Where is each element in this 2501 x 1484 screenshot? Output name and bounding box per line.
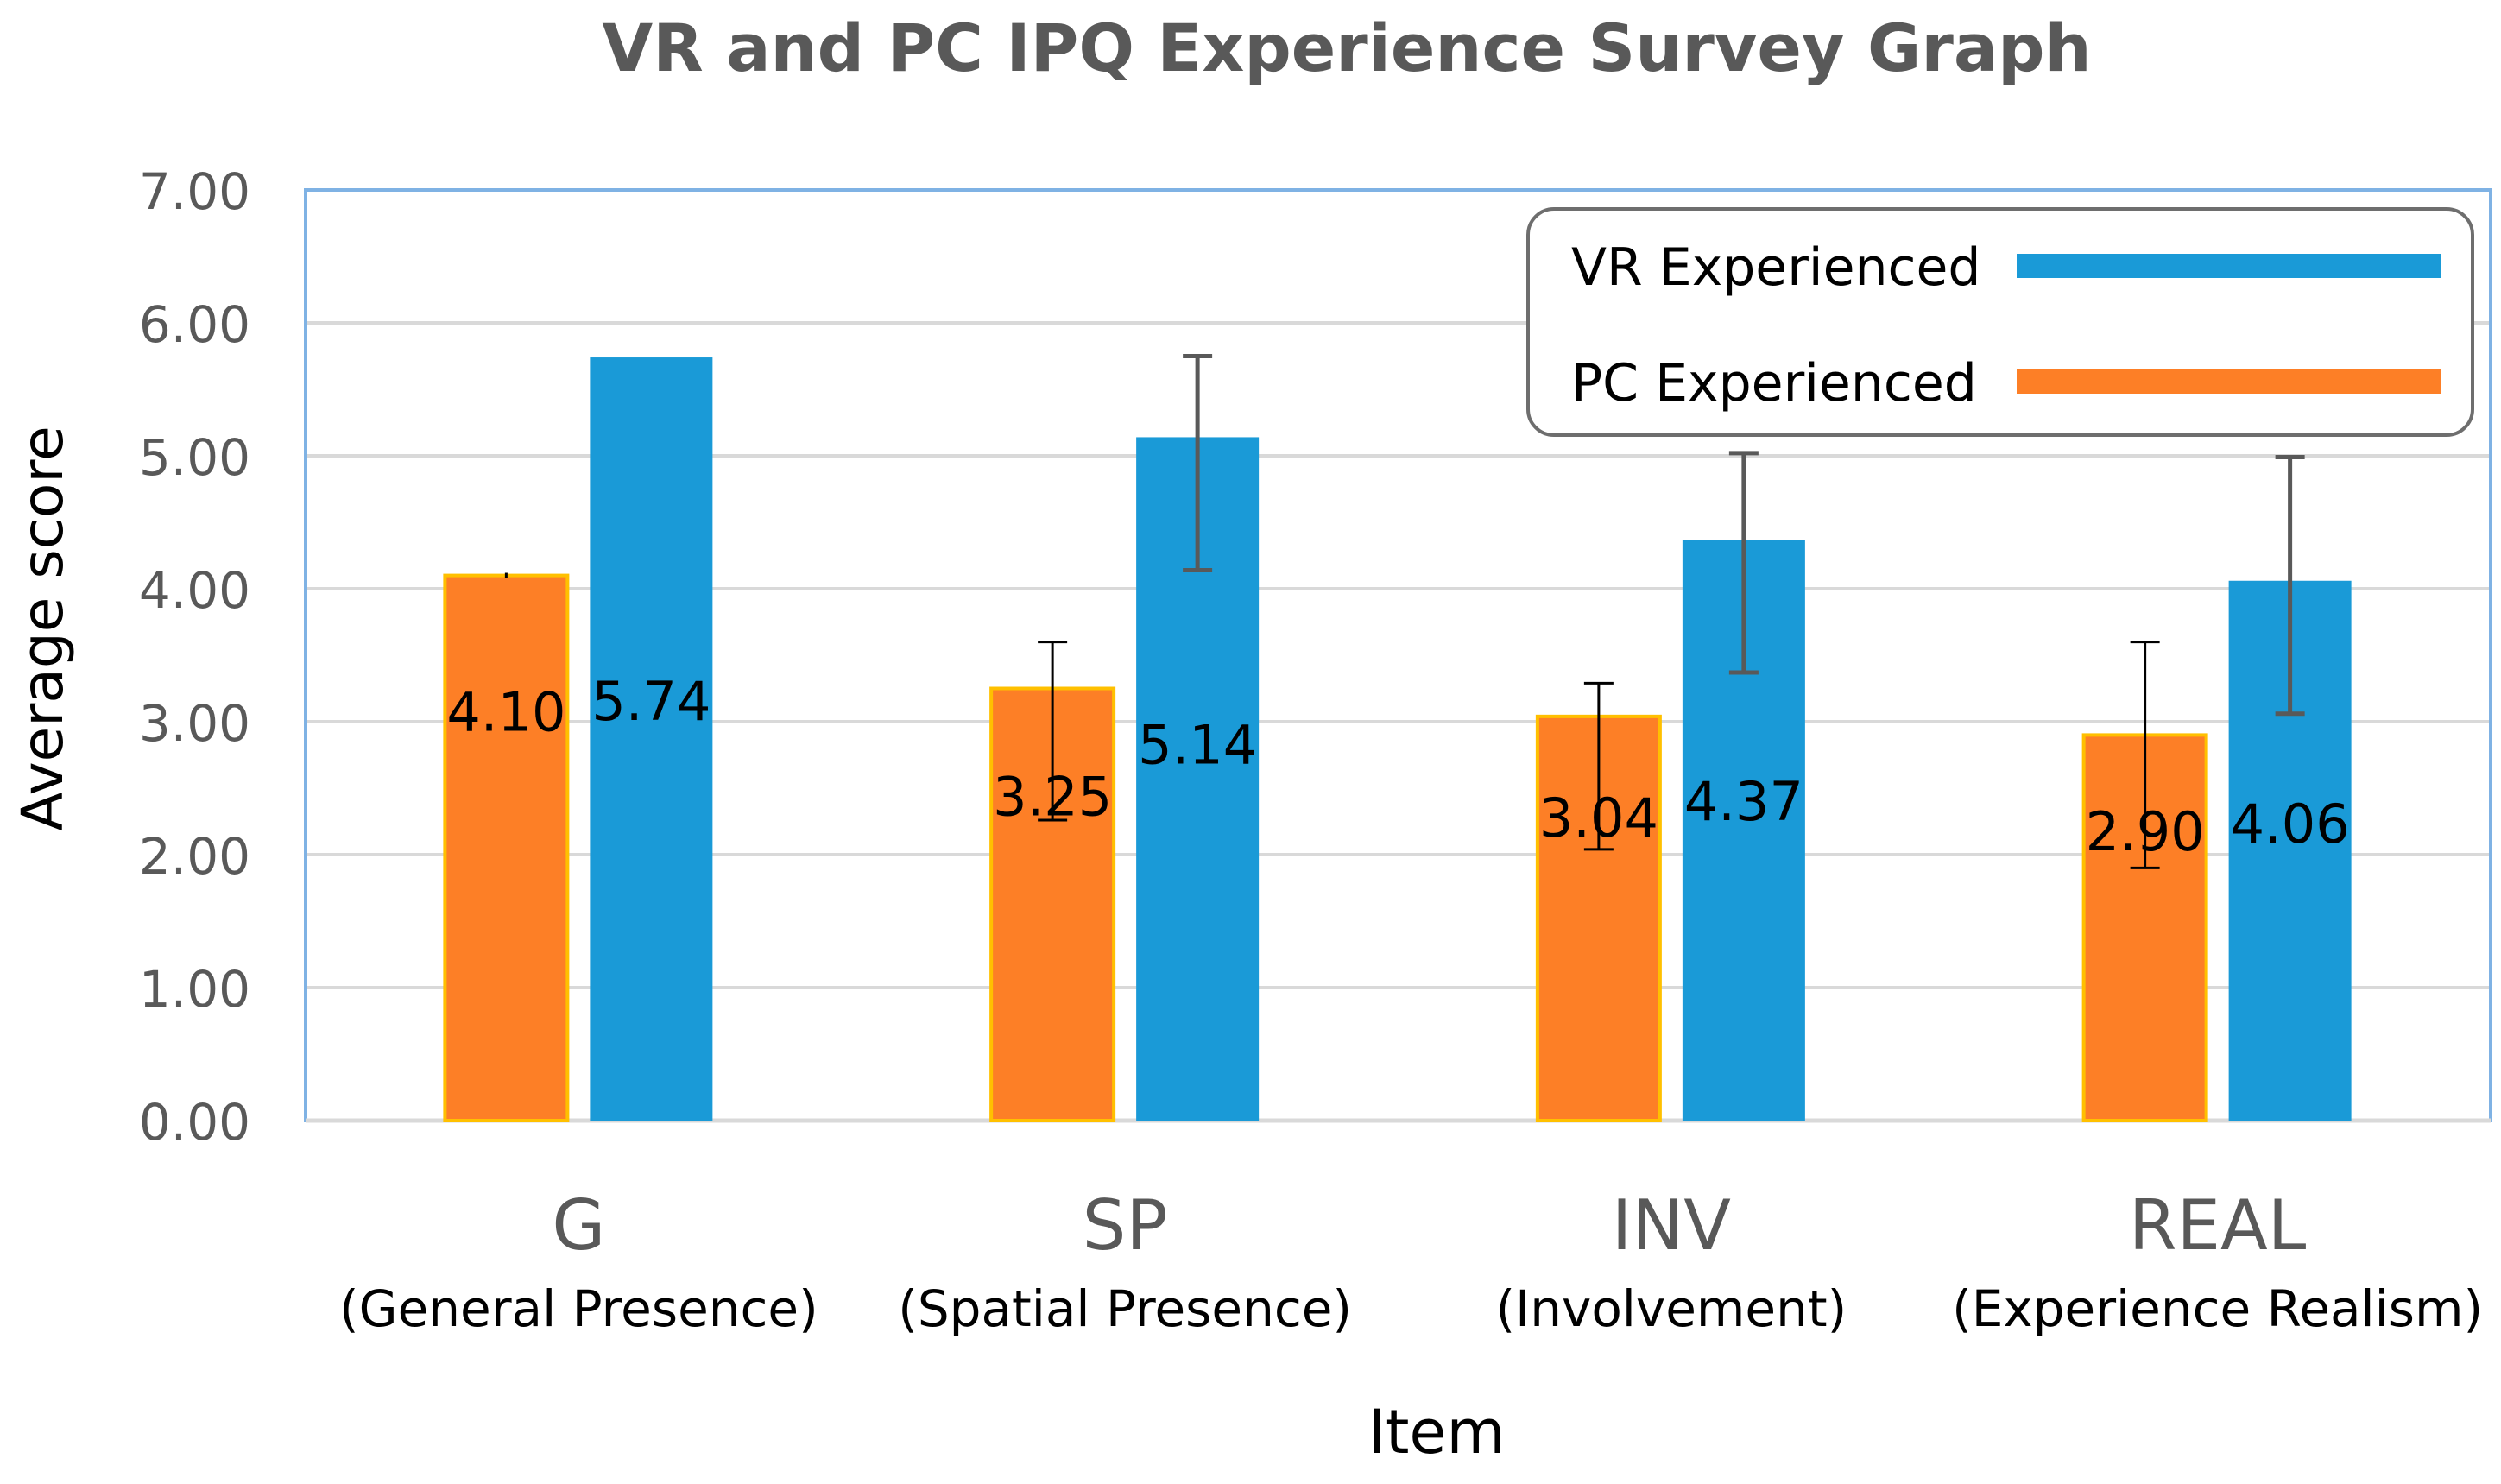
data-label: 5.14	[1138, 714, 1257, 777]
data-label: 4.10	[446, 680, 565, 743]
x-category-name: (Involvement)	[1496, 1279, 1847, 1338]
bar-vr-g	[590, 357, 713, 1121]
bar-pc-g	[443, 573, 570, 1122]
x-category-code: INV	[1612, 1185, 1731, 1266]
y-axis-label: Average score	[9, 426, 76, 830]
legend-swatch	[2017, 369, 2441, 394]
x-category-code: G	[552, 1185, 605, 1266]
legend-label: VR Experienced	[1571, 237, 1981, 298]
x-category-code: SP	[1083, 1185, 1168, 1266]
data-labels-group: 4.10 5.74 3.25 5.14 3.04 4.37 2.90 4.06	[446, 670, 2349, 863]
data-label: 5.74	[591, 670, 711, 733]
legend: VR Experienced PC Experienced	[1526, 207, 2474, 437]
legend-swatch	[2017, 254, 2441, 278]
data-label: 4.37	[1684, 770, 1803, 833]
x-category-name: (General Presence)	[339, 1279, 818, 1338]
data-label: 3.25	[993, 766, 1112, 829]
chart-title: VR and PC IPQ Experience Survey Graph	[602, 9, 2091, 86]
data-label: 2.90	[2086, 800, 2205, 863]
bars-group	[443, 357, 2352, 1123]
x-axis-categories: G (General Presence) SP (Spatial Presence) I…	[339, 1185, 2483, 1338]
x-category-name: (Experience Realism)	[1952, 1279, 2483, 1338]
y-tick-label: 6.00	[139, 295, 250, 354]
y-tick-label: 4.00	[139, 561, 250, 620]
error-bars-group	[504, 354, 2305, 869]
legend-label: PC Experienced	[1571, 353, 1977, 414]
data-label: 3.04	[1539, 786, 1658, 849]
y-tick-label: 3.00	[139, 694, 250, 753]
y-axis-ticks: 0.00 1.00 2.00 3.00 4.00 5.00 6.00 7.00	[139, 162, 250, 1152]
data-label: 4.06	[2231, 793, 2350, 856]
x-category-code: REAL	[2129, 1185, 2307, 1266]
y-tick-label: 1.00	[139, 960, 250, 1019]
x-category-name: (Spatial Presence)	[898, 1279, 1352, 1338]
y-tick-label: 0.00	[139, 1093, 250, 1152]
x-axis-label: Item	[1367, 1397, 1505, 1468]
y-tick-label: 2.00	[139, 827, 250, 886]
y-tick-label: 5.00	[139, 428, 250, 487]
y-tick-label: 7.00	[139, 162, 250, 221]
